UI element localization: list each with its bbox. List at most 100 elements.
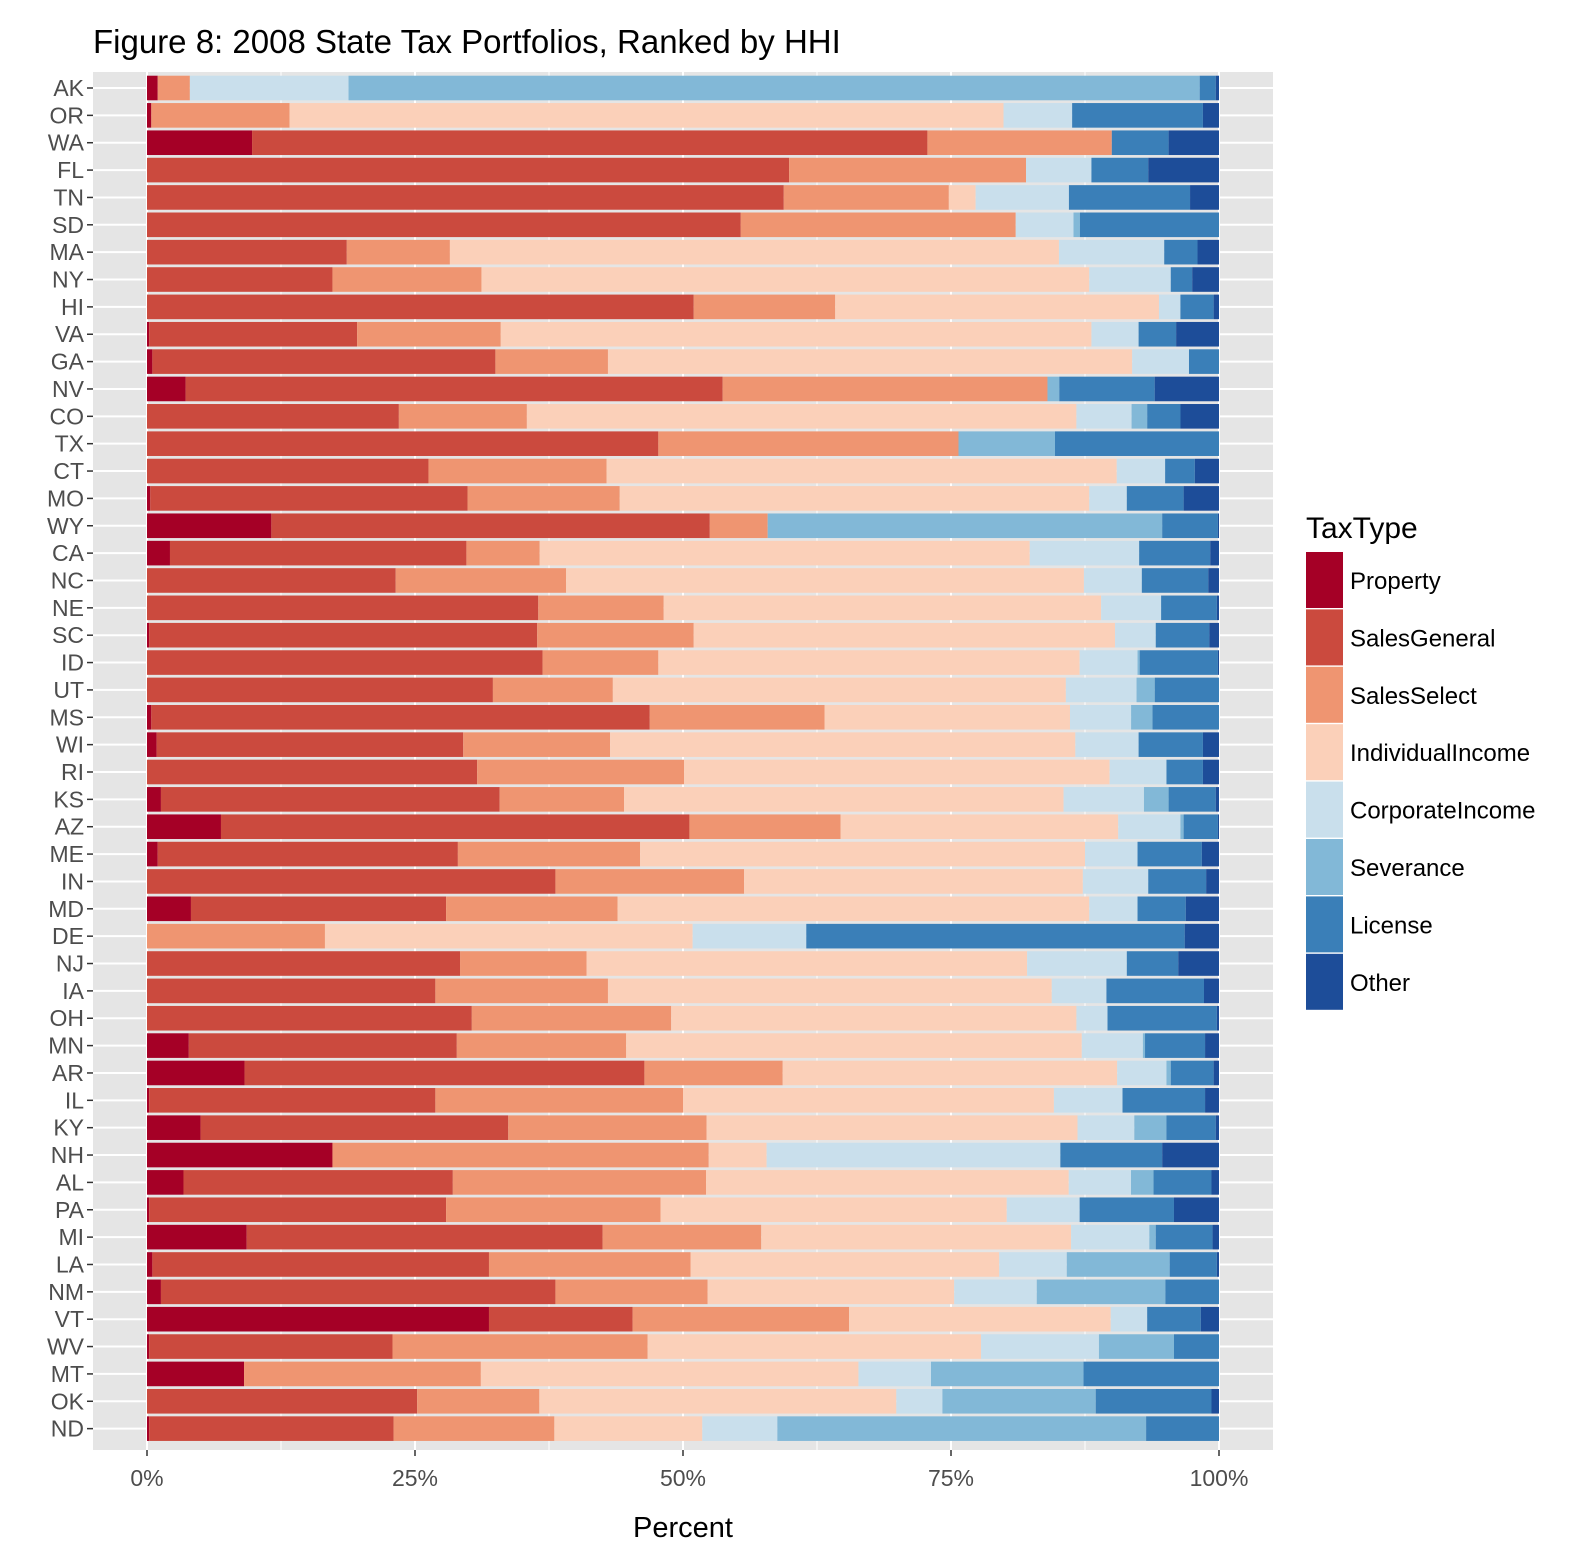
bar-segment-ms-corporateincome — [1069, 704, 1132, 730]
bar-segment-al-license — [1153, 1170, 1212, 1195]
bar-segment-wi-license — [1138, 732, 1203, 757]
bar-segment-id-salesselect — [542, 650, 659, 675]
bar-segment-wv-property — [147, 1334, 150, 1359]
bar-segment-ar-license — [1170, 1060, 1214, 1086]
bar-segment-md-individualincome — [617, 896, 1090, 922]
legend-swatch — [1306, 839, 1343, 895]
bar-segment-ok-severance — [942, 1388, 1096, 1414]
bar-segment-ct-license — [1165, 458, 1195, 484]
bar-segment-va-license — [1138, 321, 1177, 347]
bar-segment-nh-license — [1060, 1142, 1163, 1168]
bar-segment-wv-corporateincome — [981, 1334, 1099, 1359]
bar-segment-mt-individualincome — [480, 1361, 859, 1387]
bar-segment-de-corporateincome — [692, 923, 807, 949]
bar-segment-ky-property — [147, 1115, 201, 1140]
bar-row-ia — [147, 978, 1219, 1004]
bar-segment-ut-individualincome — [612, 677, 1066, 703]
bar-row-nh — [147, 1142, 1219, 1168]
bar-segment-ks-other — [1215, 787, 1219, 812]
bar-segment-ga-salesgeneral — [152, 349, 496, 374]
bar-segment-sc-corporateincome — [1115, 622, 1156, 648]
chart-title: Figure 8: 2008 State Tax Portfolios, Ran… — [93, 23, 841, 60]
bar-segment-ma-salesselect — [346, 239, 450, 265]
bar-segment-oh-license — [1107, 1005, 1217, 1031]
y-tick-label: TX — [55, 431, 84, 457]
bar-segment-ok-salesselect — [417, 1388, 540, 1414]
bar-segment-va-individualincome — [500, 321, 1092, 347]
bar-segment-fl-salesselect — [789, 157, 1027, 183]
bar-row-ut — [147, 677, 1219, 703]
y-tick-label: NV — [52, 376, 85, 402]
bar-segment-ks-individualincome — [624, 787, 1064, 812]
bar-segment-nv-salesselect — [722, 376, 1048, 402]
bar-segment-ca-individualincome — [539, 540, 1030, 566]
bar-segment-ia-other — [1203, 978, 1219, 1004]
bar-row-nv — [147, 376, 1219, 402]
bar-row-wa — [147, 130, 1219, 156]
bar-segment-la-salesgeneral — [152, 1252, 489, 1277]
bar-segment-mt-license — [1083, 1361, 1219, 1387]
bar-segment-md-property — [147, 896, 191, 922]
bar-row-tx — [147, 431, 1219, 456]
bar-row-pa — [147, 1197, 1219, 1223]
bar-segment-tn-corporateincome — [975, 185, 1069, 210]
bar-row-il — [147, 1088, 1219, 1113]
bar-segment-ma-license — [1164, 239, 1198, 265]
bar-segment-or-individualincome — [289, 103, 1004, 128]
bar-segment-oh-corporateincome — [1076, 1005, 1108, 1031]
bar-segment-de-individualincome — [324, 923, 693, 949]
bar-segment-oh-other — [1216, 1005, 1219, 1031]
bar-segment-nc-salesgeneral — [147, 568, 396, 593]
bar-segment-wa-salesselect — [927, 130, 1112, 156]
bar-segment-ar-salesselect — [644, 1060, 783, 1086]
bar-segment-ma-other — [1197, 239, 1219, 265]
bar-segment-az-property — [147, 814, 221, 840]
bar-segment-wy-property — [147, 513, 272, 539]
y-tick-label: OH — [50, 1005, 85, 1031]
y-tick-label: SD — [52, 212, 84, 238]
y-tick-label: KY — [53, 1115, 84, 1141]
bar-segment-vt-individualincome — [849, 1306, 1111, 1332]
bar-segment-md-salesselect — [446, 896, 618, 922]
bar-segment-ia-salesselect — [435, 978, 608, 1004]
bar-segment-nc-individualincome — [566, 568, 1084, 593]
legend-label: Other — [1350, 970, 1410, 997]
bar-segment-mn-other — [1205, 1033, 1219, 1058]
bar-segment-co-salesselect — [398, 404, 527, 429]
y-tick-label: MN — [48, 1033, 84, 1059]
bar-segment-wv-severance — [1098, 1334, 1174, 1359]
bar-segment-sd-salesgeneral — [147, 212, 741, 238]
bar-segment-mn-property — [147, 1033, 189, 1058]
y-tick-label: NY — [52, 267, 84, 293]
bar-segment-wv-salesgeneral — [149, 1334, 393, 1359]
bar-segment-wy-salesselect — [709, 513, 768, 539]
bar-row-ks — [147, 787, 1219, 812]
bar-segment-ma-individualincome — [449, 239, 1059, 265]
y-tick-label: FL — [57, 157, 84, 183]
bar-segment-wi-other — [1202, 732, 1219, 757]
bar-segment-nv-salesgeneral — [185, 376, 723, 402]
bar-row-ca — [147, 540, 1219, 566]
bar-segment-ny-salesgeneral — [147, 267, 333, 292]
bar-segment-in-corporateincome — [1082, 869, 1149, 894]
bar-segment-tn-other — [1190, 185, 1219, 210]
bar-segment-mi-license — [1155, 1224, 1213, 1250]
bar-segment-va-salesgeneral — [149, 321, 358, 347]
bar-segment-or-salesselect — [151, 103, 290, 128]
bar-segment-ri-other — [1202, 759, 1219, 785]
bar-segment-il-corporateincome — [1053, 1088, 1123, 1113]
bar-segment-ky-salesselect — [508, 1115, 707, 1140]
bar-segment-mo-other — [1183, 486, 1219, 511]
bar-segment-wa-license — [1111, 130, 1169, 156]
legend-label: Property — [1350, 568, 1441, 595]
bar-segment-in-license — [1148, 869, 1207, 894]
y-tick-label: RI — [61, 759, 84, 785]
bar-segment-co-individualincome — [526, 404, 1077, 429]
bar-row-az — [147, 814, 1219, 840]
bar-segment-ny-corporateincome — [1089, 267, 1171, 292]
bar-row-ky — [147, 1115, 1219, 1140]
legend-item-property: Property — [1306, 552, 1441, 608]
bar-segment-mn-salesselect — [456, 1033, 627, 1058]
bar-segment-ak-other — [1215, 75, 1219, 101]
bar-segment-pa-salesgeneral — [149, 1197, 447, 1223]
